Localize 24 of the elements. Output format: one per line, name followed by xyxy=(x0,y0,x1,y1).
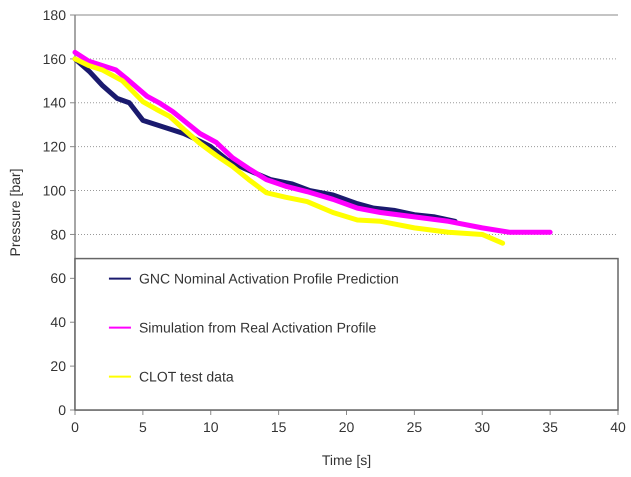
legend-label: CLOT test data xyxy=(138,368,234,384)
y-tick-label: 40 xyxy=(50,314,66,330)
y-tick-label: 80 xyxy=(50,226,66,242)
y-axis-title: Pressure [bar] xyxy=(7,168,23,256)
y-tick-label: 120 xyxy=(42,138,66,155)
y-tick-label: 140 xyxy=(42,94,66,111)
x-tick-label: 15 xyxy=(270,419,287,435)
x-tick-label: 5 xyxy=(138,419,147,435)
x-tick-label: 40 xyxy=(610,419,626,435)
y-tick-label: 180 xyxy=(42,6,66,23)
legend-label: GNC Nominal Activation Profile Prediction xyxy=(138,270,399,286)
x-tick-label: 0 xyxy=(71,419,80,435)
y-tick-label: 60 xyxy=(50,270,66,286)
x-tick-label: 20 xyxy=(338,419,354,435)
x-tick-label: 25 xyxy=(406,419,422,435)
y-tick-label: 100 xyxy=(42,182,66,198)
y-tick-label: 0 xyxy=(58,402,66,418)
y-tick-label: 160 xyxy=(42,50,66,67)
legend-label: Simulation from Real Activation Profile xyxy=(138,319,376,336)
x-tick-label: 35 xyxy=(542,419,558,435)
x-tick-label: 10 xyxy=(202,419,219,435)
x-axis-title: Time [s] xyxy=(322,452,372,468)
x-tick-label: 30 xyxy=(474,419,490,435)
y-tick-label: 20 xyxy=(50,358,66,374)
